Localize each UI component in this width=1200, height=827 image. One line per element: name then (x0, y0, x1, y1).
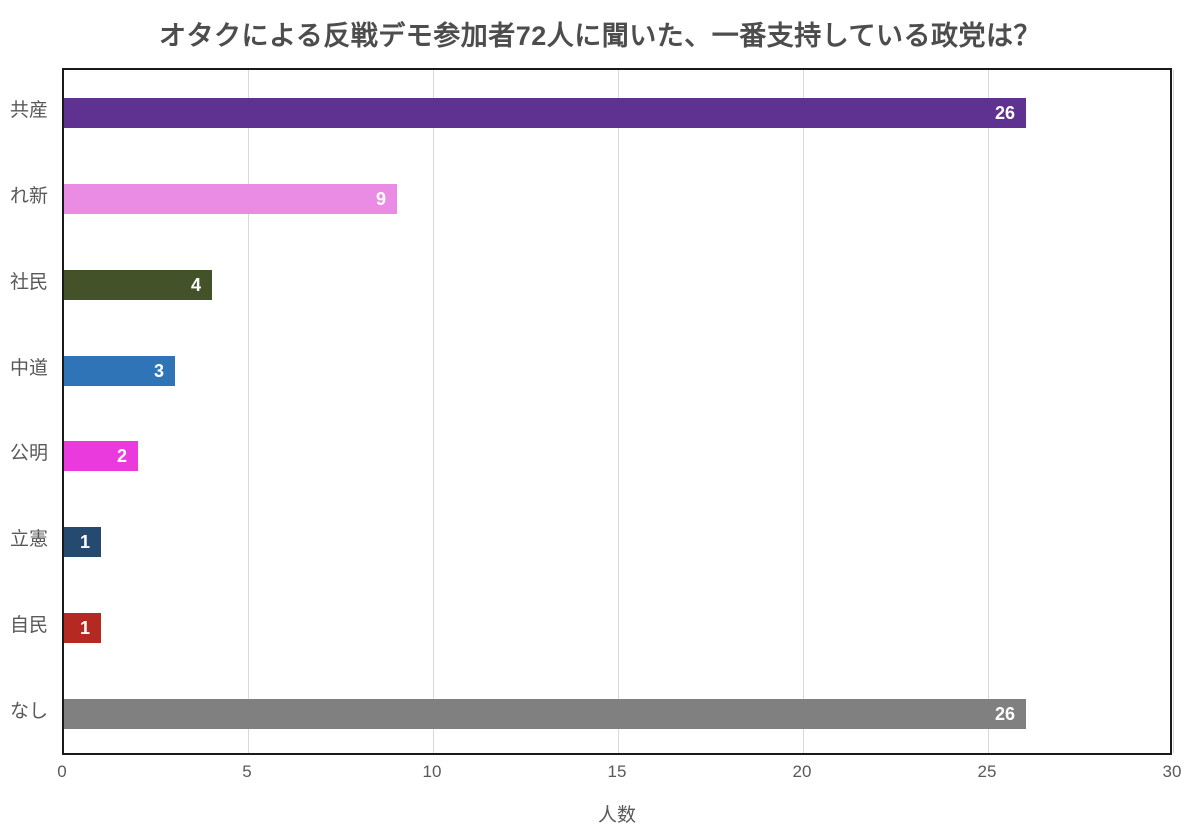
x-tick-label-30: 30 (1162, 762, 1182, 781)
x-tick-label-5: 5 (242, 762, 252, 781)
x-tick-label-25: 25 (977, 762, 997, 781)
x-tick-label-10: 10 (422, 762, 442, 781)
category-label-立憲: 立憲 (9, 529, 48, 550)
category-label-共産: 共産 (9, 100, 48, 121)
bar-中道: 3 (64, 356, 175, 386)
bar-value-label: 26 (994, 704, 1015, 724)
x-tick-label-15: 15 (607, 762, 627, 781)
bar-なし: 26 (64, 699, 1026, 729)
bar-value-label: 2 (116, 446, 127, 466)
category-label-社民: 社民 (9, 272, 48, 293)
bar-value-label: 26 (994, 103, 1015, 123)
plot-area: 26 9 4 3 2 1 1 26 (62, 68, 1174, 755)
x-tick-label-20: 20 (792, 762, 812, 781)
bar-立憲: 1 (64, 527, 101, 557)
x-axis-title: 人数 (597, 805, 636, 826)
gridline (1173, 70, 1174, 753)
category-label-公明: 公明 (9, 443, 48, 464)
bar-value-label: 9 (375, 189, 386, 209)
bar-自民: 1 (64, 613, 101, 643)
bar-共産: 26 (64, 98, 1026, 128)
category-label-中道: 中道 (9, 358, 48, 379)
category-label-なし: なし (9, 701, 48, 722)
gridline (433, 70, 434, 753)
gridline (248, 70, 249, 753)
category-label-自民: 自民 (9, 615, 48, 636)
bar-value-label: 3 (153, 361, 164, 381)
bar-社民: 4 (64, 270, 212, 300)
bar-れ新: 9 (64, 184, 397, 214)
x-tick-label-0: 0 (57, 762, 67, 781)
bar-value-label: 4 (190, 275, 201, 295)
gridline (618, 70, 619, 753)
gridline (803, 70, 804, 753)
bar-公明: 2 (64, 441, 138, 471)
bar-value-label: 1 (79, 532, 90, 552)
bar-value-label: 1 (79, 618, 90, 638)
gridline (988, 70, 989, 753)
category-label-れ新: れ新 (9, 186, 48, 207)
chart-title: オタクによる反戦デモ参加者72人に聞いた、一番支持している政党は？ (159, 21, 1041, 51)
